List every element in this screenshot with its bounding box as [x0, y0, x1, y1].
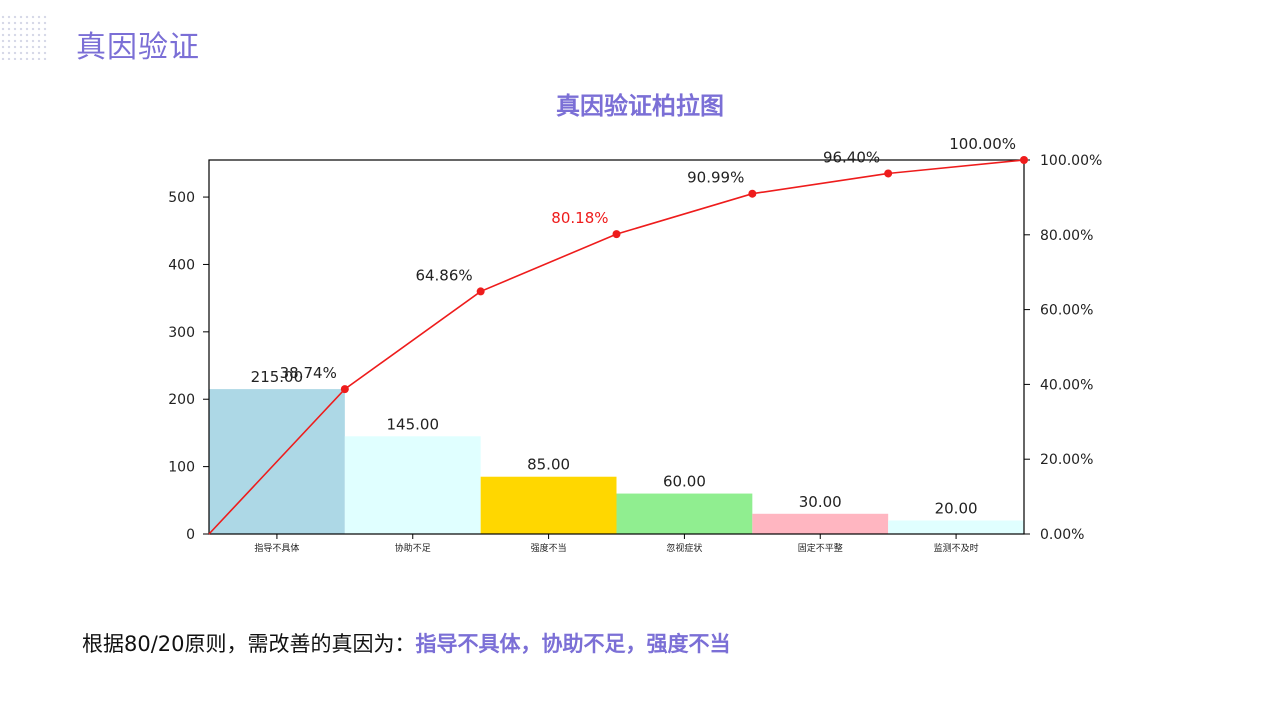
x-tick-label-4: 固定不平整	[798, 542, 843, 554]
y2-tick-label-2: 40.00%	[1040, 377, 1093, 393]
y-tick-label-4: 400	[168, 257, 195, 273]
conclusion-prefix: 根据80/20原则，需改善的真因为：	[82, 632, 416, 656]
bar-1	[344, 436, 481, 534]
conclusion-highlight: 指导不具体，协助不足，强度不当	[415, 632, 731, 656]
cumulative-point-4	[884, 169, 893, 178]
y-tick-label-2: 200	[168, 392, 195, 408]
chart-title: 真因验证柏拉图	[556, 92, 724, 120]
cumulative-point-5	[1020, 156, 1028, 164]
cumulative-point-3	[748, 189, 757, 198]
cumulative-label-1: 64.86%	[415, 266, 472, 284]
cumulative-point-2	[612, 230, 621, 239]
y2-tick-label-1: 20.00%	[1040, 452, 1093, 468]
bar-value-label-5: 20.00	[935, 500, 978, 518]
x-tick-label-2: 强度不当	[531, 542, 567, 554]
dot-pattern-decoration	[0, 14, 48, 60]
cumulative-label-4: 96.40%	[823, 148, 880, 166]
cumulative-label-3: 90.99%	[687, 169, 744, 187]
plot-frame	[208, 159, 1025, 535]
y2-tick-label-3: 60.00%	[1040, 303, 1093, 319]
y-tick-label-3: 300	[168, 325, 195, 341]
bar-value-label-0: 215.00	[251, 368, 304, 386]
x-tick-label-1: 协助不足	[395, 542, 431, 554]
y-tick-label-0: 0	[186, 527, 195, 543]
y2-tick-label-0: 0.00%	[1040, 527, 1084, 543]
pareto-chart: 0 100 200 300 400 500 0.00% 20.00% 40.00% 60.00% 8…	[168, 135, 1102, 554]
bar-value-label-4: 30.00	[799, 493, 842, 511]
bar-2	[480, 476, 617, 534]
bar-value-label-1: 145.00	[387, 415, 440, 433]
y-tick-label-1: 100	[168, 460, 195, 476]
y2-tick-label-5: 100.00%	[1040, 153, 1102, 169]
cumulative-point-0	[340, 385, 349, 394]
cumulative-label-2: 80.18%	[551, 209, 608, 227]
x-tick-label-3: 忽视症状	[666, 542, 702, 554]
bar-5	[888, 520, 1024, 534]
y-tick-label-5: 500	[168, 190, 195, 206]
cumulative-label-5: 100.00%	[949, 135, 1016, 153]
page-title: 真因验证	[76, 30, 200, 65]
x-tick-label-0: 指导不具体	[254, 542, 299, 554]
bar-4	[752, 513, 889, 534]
cumulative-label-0: 38.74%	[280, 364, 337, 382]
y2-tick-label-4: 80.00%	[1040, 228, 1093, 244]
bar-value-label-2: 85.00	[527, 456, 570, 474]
bar-value-label-3: 60.00	[663, 473, 706, 491]
cumulative-point-1	[476, 287, 485, 296]
x-tick-label-5: 监测不及时	[934, 542, 979, 554]
conclusion-text: 根据80/20原则，需改善的真因为：指导不具体，协助不足，强度不当	[82, 628, 731, 658]
bar-3	[616, 493, 753, 534]
